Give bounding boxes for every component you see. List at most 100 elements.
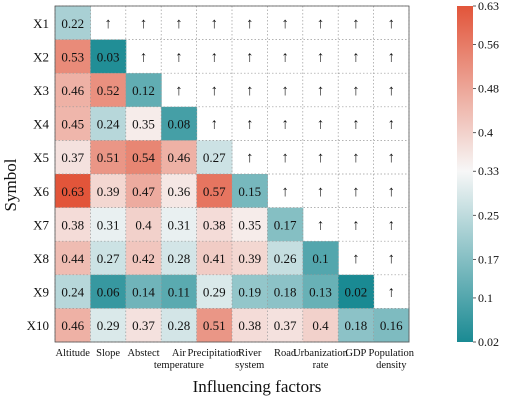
cell-value-label: 0.24 xyxy=(61,285,84,300)
upper-arrow-marker: ↑ xyxy=(104,16,112,32)
upper-arrow-marker: ↑ xyxy=(388,150,396,166)
cell-value-label: 0.46 xyxy=(61,318,84,333)
cell-value-label: 0.14 xyxy=(132,285,155,300)
x-tick-label: Abstect xyxy=(127,348,159,359)
cell-value-label: 0.51 xyxy=(97,150,120,165)
heatmap-cell xyxy=(267,274,304,309)
heatmap-cell xyxy=(161,207,198,242)
heatmap-cell-labels: 0.22 ↑ ↑ ↑ ↑ ↑ ↑ ↑ ↑ ↑ 0.53 0.03 ↑ ↑ ↑ ↑ ↑ ↑ ↑ ↑ 0.46 0.52 0.1… xyxy=(61,16,403,333)
heatmap-cell xyxy=(55,140,91,175)
cell-value-label: 0.15 xyxy=(238,184,261,199)
cell-value-label: 0.11 xyxy=(168,285,190,300)
cell-value-label: 0.4 xyxy=(135,217,152,232)
cell-value-label: 0.31 xyxy=(168,217,191,232)
cell-value-label: 0.28 xyxy=(168,251,191,266)
y-tick-label: X9 xyxy=(33,285,49,300)
cell-value-label: 0.37 xyxy=(132,318,155,333)
cell-value-label: 0.37 xyxy=(274,318,297,333)
heatmap-cell xyxy=(55,6,91,41)
upper-arrow-marker: ↑ xyxy=(246,117,254,133)
cell-value-label: 0.46 xyxy=(61,83,84,98)
upper-arrow-marker: ↑ xyxy=(317,49,325,65)
heatmap-cell xyxy=(90,308,127,343)
cell-value-label: 0.24 xyxy=(97,117,120,132)
heatmap-cell xyxy=(196,308,233,343)
cell-value-label: 0.63 xyxy=(61,184,84,199)
upper-arrow-marker: ↑ xyxy=(281,184,289,200)
upper-arrow-marker: ↑ xyxy=(317,217,325,233)
y-tick-label: X5 xyxy=(33,150,49,165)
heatmap-cell xyxy=(232,241,268,276)
heatmap-cell xyxy=(55,73,91,108)
cell-value-label: 0.18 xyxy=(274,285,297,300)
upper-arrow-marker: ↑ xyxy=(317,184,325,200)
heatmap-cell xyxy=(90,241,127,276)
upper-arrow-marker: ↑ xyxy=(388,217,396,233)
x-tick-label: Slope xyxy=(96,348,120,359)
upper-arrow-marker: ↑ xyxy=(352,251,360,267)
heatmap-cell xyxy=(267,308,304,343)
heatmap-cell xyxy=(302,241,339,276)
y-tick-label: X7 xyxy=(33,217,49,232)
heatmap-cell xyxy=(90,174,127,209)
cell-value-label: 0.13 xyxy=(309,285,332,300)
upper-arrow-marker: ↑ xyxy=(175,83,183,99)
upper-arrow-marker: ↑ xyxy=(281,49,289,65)
heatmap-cell xyxy=(90,274,127,309)
heatmap-cell xyxy=(125,207,162,242)
heatmap-cell xyxy=(125,140,162,175)
x-tick-label: River system xyxy=(235,348,264,371)
cell-value-label: 0.06 xyxy=(97,285,120,300)
upper-arrow-marker: ↑ xyxy=(246,150,254,166)
colorbar-tick-label: 0.48 xyxy=(478,82,499,96)
colorbar-tick-label: 0.17 xyxy=(478,252,499,266)
upper-arrow-marker: ↑ xyxy=(388,16,396,32)
upper-arrow-marker: ↑ xyxy=(317,150,325,166)
upper-arrow-marker: ↑ xyxy=(246,16,254,32)
upper-arrow-marker: ↑ xyxy=(211,49,219,65)
heatmap-cell xyxy=(232,308,268,343)
cell-value-label: 0.42 xyxy=(132,251,155,266)
heatmap-cell xyxy=(373,308,410,343)
heatmap-cell xyxy=(125,241,162,276)
heatmap-cell xyxy=(196,140,233,175)
upper-arrow-marker: ↑ xyxy=(211,117,219,133)
cell-value-label: 0.53 xyxy=(61,49,84,64)
cell-value-label: 0.29 xyxy=(97,318,120,333)
cell-value-label: 0.37 xyxy=(61,150,84,165)
heatmap-cell xyxy=(196,274,233,309)
heatmap-cell xyxy=(55,241,91,276)
upper-arrow-marker: ↑ xyxy=(281,83,289,99)
y-tick-label: X4 xyxy=(33,117,49,132)
cell-value-label: 0.36 xyxy=(168,184,191,199)
x-tick-labels: Altitude Slope Abstect Air temperaturePrecip… xyxy=(55,348,414,371)
cell-value-label: 0.38 xyxy=(203,217,226,232)
x-tick-label: Altitude xyxy=(55,348,90,359)
colorbar-tick-label: 0.63 xyxy=(478,0,499,13)
heatmap-cell xyxy=(55,274,91,309)
cell-value-label: 0.17 xyxy=(274,217,297,232)
x-tick-label: Population density xyxy=(369,348,415,371)
cell-value-label: 0.31 xyxy=(97,217,120,232)
heatmap-cell xyxy=(196,174,233,209)
heatmap-cell xyxy=(161,174,198,209)
colorbar-tick-label: 0.56 xyxy=(478,38,499,52)
cell-value-label: 0.26 xyxy=(274,251,297,266)
cell-value-label: 0.08 xyxy=(168,117,191,132)
x-axis-label: Influencing factors xyxy=(193,377,322,396)
colorbar-tick-label: 0.4 xyxy=(478,126,493,140)
cell-value-label: 0.54 xyxy=(132,150,155,165)
cell-value-label: 0.4 xyxy=(312,318,329,333)
upper-arrow-marker: ↑ xyxy=(388,49,396,65)
cell-value-label: 0.27 xyxy=(203,150,226,165)
y-tick-label: X2 xyxy=(33,49,49,64)
heatmap-cell xyxy=(90,207,127,242)
cell-value-label: 0.29 xyxy=(203,285,226,300)
cell-value-label: 0.38 xyxy=(61,217,84,232)
colorbar-tick-label: 0.02 xyxy=(478,335,499,349)
colorbar-tick-label: 0.25 xyxy=(478,208,499,222)
heatmap-cell xyxy=(302,308,339,343)
colorbar-ticks: 0.63 0.56 0.48 0.4 0.33 0.25 0.17 0.1 0.02 xyxy=(473,0,499,349)
y-tick-label: X6 xyxy=(33,184,49,199)
cell-value-label: 0.44 xyxy=(61,251,84,266)
